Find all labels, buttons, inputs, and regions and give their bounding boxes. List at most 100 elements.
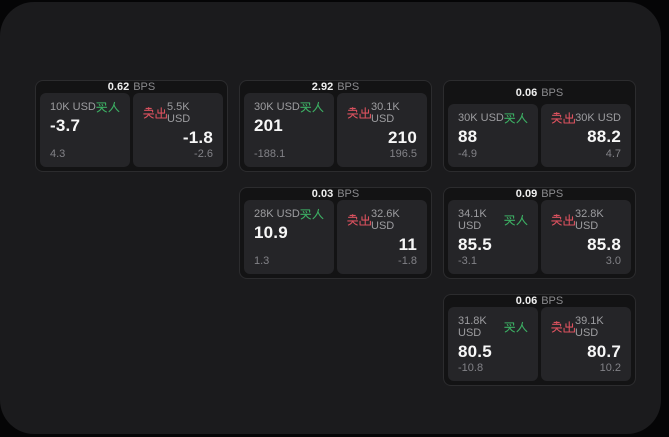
sell-delta: 10.2 xyxy=(599,362,621,374)
sell-panel-top: 5.5K USD xyxy=(143,101,213,125)
buy-price: 80.5 xyxy=(458,342,492,361)
bps-value: 2.92 xyxy=(311,81,334,93)
quote-panels: 30K USD 201 -188.1 30.1K USD xyxy=(244,93,427,167)
sell-delta: -1.8 xyxy=(398,255,417,267)
quote-panels: 34.1K USD 85.5 -3.1 32.8K USD xyxy=(448,200,631,274)
bps-unit: BPS xyxy=(337,188,360,200)
sell-label xyxy=(551,214,575,226)
buy-delta: -188.1 xyxy=(254,148,286,160)
buy-cjk-icon xyxy=(96,101,120,113)
buy-label xyxy=(300,101,324,113)
sell-price: 80.7 xyxy=(587,342,621,361)
buy-panel-top: 34.1K USD xyxy=(458,208,528,232)
quote-panels: 31.8K USD 80.5 -10.8 39.1K USD xyxy=(448,307,631,381)
sell-cjk-icon xyxy=(347,107,371,119)
sell-size: 39.1K USD xyxy=(575,315,604,339)
sell-cjk-icon xyxy=(143,107,167,119)
sell-panel-top: 30K USD xyxy=(551,112,621,124)
sell-cjk-icon xyxy=(551,214,575,226)
buy-size: 34.1K USD xyxy=(458,208,487,232)
buy-label xyxy=(504,321,528,333)
sell-quote-panel[interactable]: 30K USD 88.2 4.7 xyxy=(541,104,631,167)
buy-panel-top: 28K USD xyxy=(254,208,324,220)
buy-cjk-icon xyxy=(504,321,528,333)
bps-value: 0.62 xyxy=(107,81,130,93)
sell-size: 30.1K USD xyxy=(371,101,400,125)
sell-delta: 4.7 xyxy=(605,148,621,160)
sell-panel-top: 30.1K USD xyxy=(347,101,417,125)
quote-panels: 10K USD -3.7 4.3 5.5K USD xyxy=(40,93,223,167)
bps-value: 0.09 xyxy=(515,188,538,200)
buy-panel-top: 10K USD xyxy=(50,101,120,113)
buy-price: 88 xyxy=(458,127,478,146)
sell-quote-panel[interactable]: 30.1K USD 210 196.5 xyxy=(337,93,427,167)
buy-size: 28K USD xyxy=(254,208,300,220)
bps-value: 0.06 xyxy=(515,295,538,307)
buy-label xyxy=(300,208,324,220)
quotes-grid: 0.62 BPS 10K USD -3.7 4.3 xyxy=(35,80,636,386)
sell-delta: 196.5 xyxy=(389,148,417,160)
sell-panel-top: 39.1K USD xyxy=(551,315,621,339)
sell-delta: -2.6 xyxy=(194,148,213,160)
buy-quote-panel[interactable]: 31.8K USD 80.5 -10.8 xyxy=(448,307,538,381)
buy-size: 31.8K USD xyxy=(458,315,487,339)
sell-quote-panel[interactable]: 32.8K USD 85.8 3.0 xyxy=(541,200,631,274)
buy-quote-panel[interactable]: 28K USD 10.9 1.3 xyxy=(244,200,334,274)
sell-price: 210 xyxy=(388,128,417,147)
bps-unit: BPS xyxy=(541,295,564,307)
bps-value: 0.06 xyxy=(515,86,538,99)
sell-quote-panel[interactable]: 39.1K USD 80.7 10.2 xyxy=(541,307,631,381)
buy-quote-panel[interactable]: 10K USD -3.7 4.3 xyxy=(40,93,130,167)
buy-size: 30K USD xyxy=(254,101,300,113)
sell-label xyxy=(551,321,575,333)
quote-card: 0.03 BPS 28K USD 10.9 1.3 xyxy=(239,187,432,279)
buy-quote-panel[interactable]: 30K USD 88 -4.9 xyxy=(448,104,538,167)
quote-card: 2.92 BPS 30K USD 201 -188.1 xyxy=(239,80,432,172)
card-header: 0.06 BPS xyxy=(444,81,635,104)
buy-delta: -4.9 xyxy=(458,148,477,160)
sell-price: -1.8 xyxy=(182,128,213,147)
sell-label xyxy=(551,112,575,124)
sell-size: 32.8K USD xyxy=(575,208,604,232)
buy-price: 85.5 xyxy=(458,235,492,254)
bps-unit: BPS xyxy=(541,188,564,200)
buy-cjk-icon xyxy=(504,112,528,124)
quote-panels: 28K USD 10.9 1.3 32.6K USD xyxy=(244,200,427,274)
buy-delta: -3.1 xyxy=(458,255,477,267)
buy-cjk-icon xyxy=(300,101,324,113)
buy-delta: 1.3 xyxy=(254,255,270,267)
card-header: 0.06 BPS xyxy=(444,295,635,307)
buy-quote-panel[interactable]: 30K USD 201 -188.1 xyxy=(244,93,334,167)
buy-price: -3.7 xyxy=(50,116,81,135)
buy-panel-top: 30K USD xyxy=(458,112,528,124)
bps-unit: BPS xyxy=(337,81,360,93)
sell-cjk-icon xyxy=(347,214,371,226)
buy-panel-top: 30K USD xyxy=(254,101,324,113)
buy-quote-panel[interactable]: 34.1K USD 85.5 -3.1 xyxy=(448,200,538,274)
card-header: 0.09 BPS xyxy=(444,188,635,200)
buy-price: 201 xyxy=(254,116,283,135)
bps-unit: BPS xyxy=(541,86,564,99)
buy-panel-top: 31.8K USD xyxy=(458,315,528,339)
sell-delta: 3.0 xyxy=(605,255,621,267)
quote-panels: 30K USD 88 -4.9 30K USD 8 xyxy=(448,104,631,167)
sell-label xyxy=(347,107,371,119)
card-header: 0.03 BPS xyxy=(240,188,431,200)
sell-price: 88.2 xyxy=(587,127,621,146)
sell-panel-top: 32.8K USD xyxy=(551,208,621,232)
quote-card: 0.06 BPS 31.8K USD 80.5 -10.8 xyxy=(443,294,636,386)
sell-size: 30K USD xyxy=(575,112,621,124)
sell-size: 5.5K USD xyxy=(167,101,191,125)
sell-cjk-icon xyxy=(551,321,575,333)
sell-label xyxy=(347,214,371,226)
sell-price: 11 xyxy=(398,235,417,254)
buy-delta: -10.8 xyxy=(458,362,484,374)
sell-panel-top: 32.6K USD xyxy=(347,208,417,232)
quote-card: 0.06 BPS 30K USD 88 -4.9 xyxy=(443,80,636,172)
card-header: 0.62 BPS xyxy=(36,81,227,93)
sell-quote-panel[interactable]: 32.6K USD 11 -1.8 xyxy=(337,200,427,274)
buy-delta: 4.3 xyxy=(50,148,66,160)
buy-cjk-icon xyxy=(300,208,324,220)
sell-quote-panel[interactable]: 5.5K USD -1.8 -2.6 xyxy=(133,93,223,167)
